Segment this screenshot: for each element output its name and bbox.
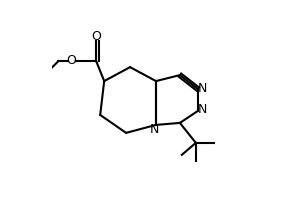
Text: N: N <box>149 123 159 136</box>
Text: O: O <box>66 54 76 67</box>
Text: O: O <box>91 30 101 43</box>
Text: N: N <box>198 82 208 95</box>
Text: N: N <box>198 103 208 117</box>
